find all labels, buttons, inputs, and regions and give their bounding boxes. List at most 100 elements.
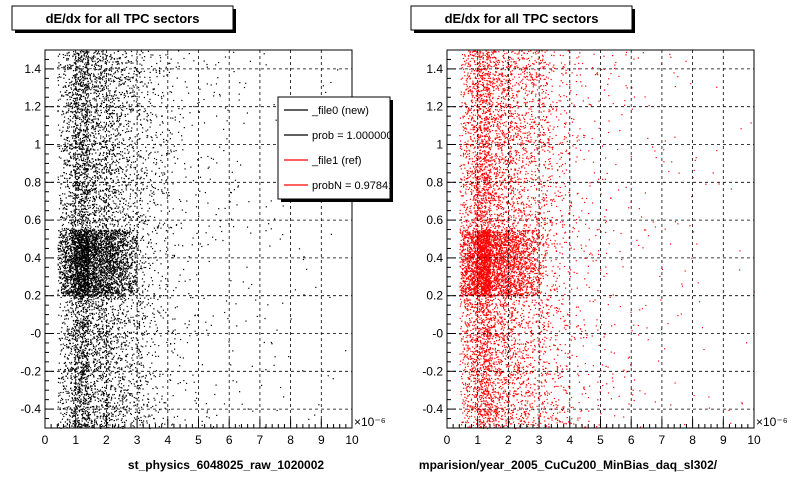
scatter-point	[80, 158, 82, 160]
scatter-point	[132, 146, 134, 148]
scatter-point	[111, 156, 113, 158]
scatter-point	[136, 282, 138, 284]
scatter-point	[62, 399, 64, 401]
scatter-point	[111, 255, 113, 257]
scatter-point	[70, 311, 72, 313]
scatter-point	[77, 344, 79, 346]
scatter-point	[69, 422, 71, 424]
scatter-point	[94, 180, 96, 182]
scatter-point	[62, 274, 64, 276]
scatter-point	[95, 259, 97, 261]
scatter-point	[124, 245, 127, 247]
scatter-point	[61, 292, 64, 294]
scatter-point	[108, 406, 110, 408]
scatter-point	[140, 177, 142, 179]
scatter-point	[83, 238, 86, 240]
scatter-point	[65, 375, 67, 377]
scatter-point	[116, 61, 118, 63]
scatter-point	[123, 213, 126, 215]
scatter-point	[118, 327, 120, 329]
scatter-point	[109, 260, 112, 262]
scatter-point	[69, 92, 71, 94]
scatter-point	[128, 72, 130, 74]
scatter-point	[110, 102, 112, 104]
scatter-point	[136, 311, 139, 313]
scatter-point	[92, 284, 94, 286]
scatter-point	[83, 91, 85, 93]
scatter-point	[111, 237, 113, 239]
scatter-point	[119, 261, 121, 263]
scatter-point	[78, 397, 80, 399]
scatter-point	[84, 151, 87, 153]
scatter-point	[139, 304, 141, 306]
scatter-point	[74, 410, 76, 412]
scatter-point	[160, 315, 162, 317]
scatter-point	[76, 247, 78, 249]
scatter-point	[101, 336, 103, 338]
scatter-point	[145, 345, 147, 347]
scatter-point	[158, 224, 160, 226]
scatter-point	[151, 105, 153, 107]
scatter-point	[91, 425, 93, 427]
scatter-point	[100, 72, 102, 74]
scatter-point	[302, 258, 305, 261]
scatter-point	[74, 296, 76, 298]
scatter-point	[88, 73, 90, 75]
scatter-point	[84, 123, 86, 125]
scatter-point	[92, 316, 94, 318]
scatter-point	[129, 224, 131, 226]
scatter-point	[91, 229, 94, 231]
scatter-point	[102, 56, 104, 58]
scatter-point	[129, 206, 131, 208]
scatter-point	[165, 237, 167, 239]
scatter-point	[68, 311, 70, 313]
scatter-point	[86, 351, 89, 353]
scatter-point	[82, 102, 84, 105]
scatter-point	[73, 329, 75, 332]
scatter-point	[103, 340, 106, 342]
scatter-point	[100, 420, 103, 422]
scatter-point	[111, 217, 113, 220]
scatter-point	[60, 243, 62, 245]
scatter-point	[91, 252, 94, 254]
scatter-point	[191, 124, 193, 126]
scatter-point	[85, 330, 87, 332]
scatter-point	[78, 71, 80, 73]
scatter-point	[96, 339, 98, 341]
scatter-point	[93, 248, 95, 250]
scatter-point	[78, 55, 80, 57]
scatter-point	[119, 232, 121, 234]
scatter-point	[117, 266, 119, 268]
scatter-point	[90, 301, 92, 303]
scatter-point	[122, 406, 124, 409]
scatter-point	[96, 353, 98, 355]
scatter-point	[112, 255, 114, 257]
scatter-point	[95, 294, 97, 296]
scatter-point	[123, 231, 126, 233]
scatter-point	[232, 350, 234, 352]
scatter-point	[165, 230, 167, 232]
scatter-point	[87, 83, 89, 85]
scatter-point	[89, 393, 91, 396]
scatter-point	[61, 376, 63, 378]
scatter-point	[84, 373, 87, 375]
scatter-point	[93, 325, 95, 327]
scatter-point	[132, 316, 134, 318]
scatter-point	[80, 171, 83, 173]
scatter-point	[111, 64, 113, 66]
scatter-point	[113, 247, 115, 249]
scatter-point	[89, 295, 91, 297]
scatter-point	[152, 312, 154, 314]
scatter-point	[57, 406, 59, 408]
scatter-point	[128, 125, 130, 127]
scatter-point	[86, 116, 88, 118]
scatter-point	[193, 105, 195, 108]
scatter-point	[110, 361, 112, 363]
scatter-point	[66, 272, 68, 274]
scatter-point	[184, 323, 186, 325]
scatter-point	[134, 411, 136, 413]
scatter-point	[81, 226, 83, 228]
scatter-point	[105, 257, 107, 260]
scatter-point	[110, 247, 112, 249]
scatter-point	[77, 194, 79, 196]
